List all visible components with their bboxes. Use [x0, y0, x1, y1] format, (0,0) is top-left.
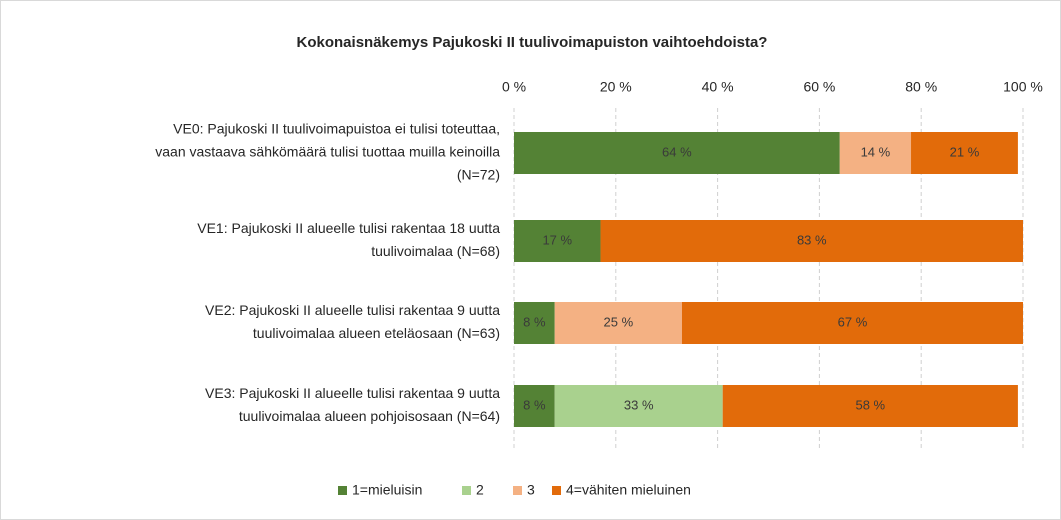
data-label: 8 % — [523, 314, 546, 329]
data-label: 8 % — [523, 397, 546, 412]
category-label: tuulivoimalaa alueen pohjoisosaan (N=64) — [239, 408, 500, 424]
data-label: 14 % — [861, 144, 891, 159]
chart-title: Kokonaisnäkemys Pajukoski II tuulivoimap… — [297, 34, 768, 51]
data-label: 21 % — [950, 144, 980, 159]
category-label: VE2: Pajukoski II alueelle tulisi rakent… — [205, 302, 500, 318]
legend-swatch — [462, 486, 471, 495]
bar-segment — [514, 132, 840, 174]
legend-label: 4=vähiten mieluinen — [566, 482, 691, 498]
legend-label: 1=mieluisin — [352, 482, 422, 498]
x-tick-label: 40 % — [702, 79, 734, 95]
legend-label: 2 — [476, 482, 484, 498]
category-label: VE1: Pajukoski II alueelle tulisi rakent… — [197, 220, 500, 236]
bar-segment — [839, 132, 912, 174]
data-label: 25 % — [604, 314, 634, 329]
data-label: 58 % — [855, 397, 885, 412]
legend-swatch — [513, 486, 522, 495]
category-label: tuulivoimalaa (N=68) — [371, 243, 500, 259]
bar-segment — [722, 385, 1018, 427]
category-label: VE0: Pajukoski II tuulivoimapuistoa ei t… — [173, 121, 500, 137]
data-label: 33 % — [624, 397, 654, 412]
data-label: 67 % — [838, 314, 868, 329]
category-label: VE3: Pajukoski II alueelle tulisi rakent… — [205, 385, 500, 401]
x-tick-label: 0 % — [502, 79, 526, 95]
bar-segment — [514, 385, 555, 427]
x-tick-label: 60 % — [803, 79, 835, 95]
x-tick-label: 20 % — [600, 79, 632, 95]
data-label: 83 % — [797, 232, 827, 247]
bar-segment — [911, 132, 1018, 174]
bar-segment — [514, 220, 601, 262]
data-label: 17 % — [542, 232, 572, 247]
category-label: tuulivoimalaa alueen eteläosaan (N=63) — [253, 325, 500, 341]
legend-label: 3 — [527, 482, 535, 498]
bar-segment — [681, 302, 1023, 344]
bar-segment — [514, 302, 555, 344]
x-tick-label: 100 % — [1003, 79, 1043, 95]
data-label: 64 % — [662, 144, 692, 159]
legend-swatch — [552, 486, 561, 495]
bar-segment — [600, 220, 1023, 262]
category-label: (N=72) — [457, 167, 500, 183]
bar-segment — [554, 302, 682, 344]
legend-swatch — [338, 486, 347, 495]
x-tick-label: 80 % — [905, 79, 937, 95]
category-label: vaan vastaava sähkömäärä tulisi tuottaa … — [155, 144, 500, 160]
bar-segment — [554, 385, 723, 427]
